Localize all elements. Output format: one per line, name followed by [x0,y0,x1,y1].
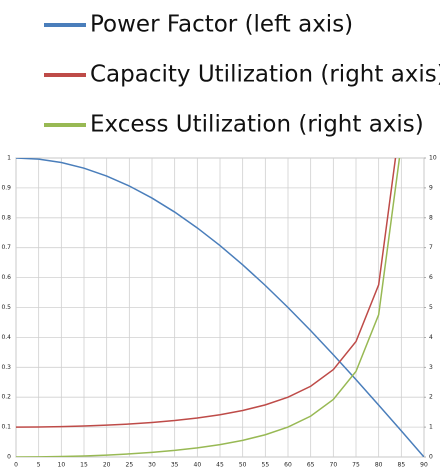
y-tick-label: 0.6 [1,274,11,281]
y2-tick-label: 1 [429,424,433,431]
y-tick-label: 0.2 [1,394,11,401]
y-tick-label: 0.1 [1,424,11,431]
y2-tick-label: 4 [429,334,433,341]
series-line [16,158,424,457]
x-tick-label: 80 [375,462,383,469]
y-tick-label: 0.9 [1,184,11,191]
x-tick-label: 65 [307,462,315,469]
x-tick-label: 25 [126,462,134,469]
x-tick-label: 0 [14,462,18,469]
legend-label: Capacity Utilization (right axis) [90,62,440,88]
y-tick-label: 0.8 [1,214,11,221]
legend-label: Power Factor (left axis) [90,12,353,38]
y2-tick-label: 2 [429,394,433,401]
y-tick-label: 0.7 [1,244,11,251]
y-tick-label: 0.4 [1,334,11,341]
y-tick-label: 0.5 [1,304,11,311]
y-tick-label: 0 [7,454,11,461]
y2-tick-label: 3 [429,364,433,371]
x-tick-label: 85 [398,462,406,469]
y2-tick-label: 8 [429,214,433,221]
x-tick-label: 45 [216,462,224,469]
y2-tick-label: 9 [429,184,433,191]
x-tick-label: 10 [58,462,66,469]
x-tick-label: 35 [171,462,179,469]
x-tick-label: 5 [37,462,41,469]
x-tick-label: 75 [352,462,360,469]
x-tick-label: 20 [103,462,111,469]
y-tick-label: 1 [7,155,11,162]
x-tick-label: 30 [148,462,156,469]
series-line [16,158,397,428]
series-line [16,158,401,457]
x-tick-label: 90 [420,462,428,469]
plot-series [16,158,424,457]
y2-tick-label: 6 [429,274,433,281]
y2-tick-label: 10 [429,155,437,162]
y2-tick-label: 7 [429,244,433,251]
x-tick-label: 40 [194,462,202,469]
x-tick-label: 60 [284,462,292,469]
legend-label: Excess Utilization (right axis) [90,112,424,138]
x-tick-label: 55 [262,462,270,469]
x-tick-label: 50 [239,462,247,469]
x-tick-label: 15 [80,462,88,469]
y2-tick-label: 0 [429,454,433,461]
x-tick-label: 70 [330,462,338,469]
y2-tick-label: 5 [429,304,433,311]
y-tick-label: 0.3 [1,364,11,371]
